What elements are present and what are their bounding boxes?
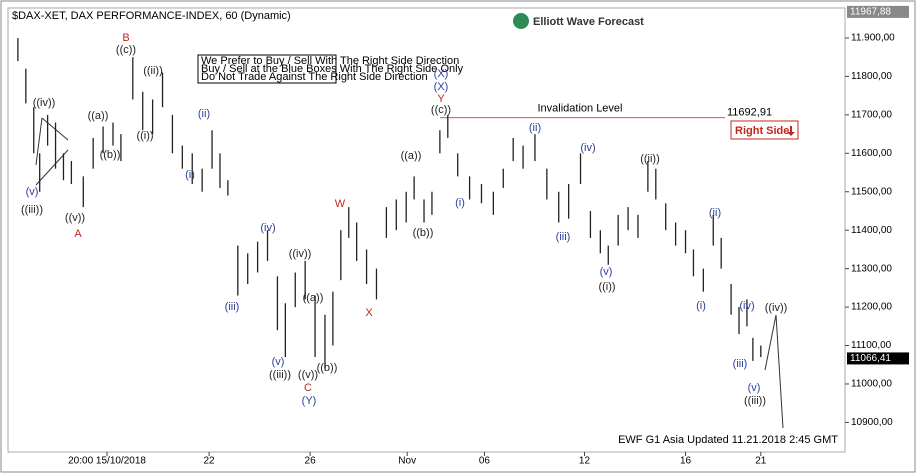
wave-label: (X) [434, 81, 449, 93]
wave-label: C [304, 382, 312, 394]
wave-label: (iii) [225, 301, 240, 313]
wave-label: (iv) [739, 300, 754, 312]
y-tick-label: 11100,00 [851, 340, 892, 351]
wave-label: ((iv)) [33, 97, 56, 109]
y-tick-label: 11800,00 [851, 71, 892, 82]
x-tick-label: 22 [204, 456, 216, 467]
wave-label: ((c)) [431, 104, 451, 116]
wave-label: ((b)) [413, 227, 434, 239]
wave-label: ((v)) [65, 212, 85, 224]
price-marker [847, 352, 909, 365]
wave-label: (iv) [260, 222, 275, 234]
wave-label: (iii) [556, 231, 571, 243]
x-tick-label: 16 [680, 456, 692, 467]
notice-line: Do Not Trade Against The Right Side Dire… [201, 71, 428, 83]
y-tick-label: 11600,00 [851, 148, 892, 159]
notice-line: We Prefer to Buy / Sell With The Right S… [201, 55, 459, 67]
y-tick-label: 11.900,00 [851, 33, 895, 44]
wave-label: ((a)) [303, 292, 324, 304]
x-tick-label: 26 [305, 456, 317, 467]
wave-label: X [365, 307, 373, 319]
y-tick-label: 11400,00 [851, 225, 892, 236]
wave-label: (v) [748, 382, 761, 394]
wave-label: ((a)) [88, 110, 109, 122]
down-arrow [787, 126, 795, 136]
x-tick-label: 12 [579, 456, 591, 467]
wave-label: ((i)) [136, 130, 153, 142]
brand: Elliott Wave Forecast [533, 16, 644, 28]
wave-label: ((ii)) [143, 65, 163, 77]
wave-label: ((a)) [401, 150, 422, 162]
wave-label: W [335, 198, 346, 210]
notice-line: Buy / Sell at the Blue Boxes With The Ri… [201, 63, 464, 75]
wave-label: ((iii)) [21, 204, 43, 216]
x-tick-label: 06 [479, 456, 491, 467]
y-tick-label: 11700,00 [851, 110, 892, 121]
y-tick-label: 10900,00 [851, 417, 893, 428]
side-button [730, 120, 799, 140]
logo-icon [513, 13, 529, 29]
wave-label: (ii) [198, 108, 210, 120]
wave-label: ((iv)) [765, 302, 788, 314]
wave-label: ((ii)) [640, 153, 660, 165]
wave-label: ((iii)) [744, 395, 766, 407]
wave-label: (ii) [709, 207, 721, 219]
wave-label: (v) [26, 186, 39, 198]
notice-box [197, 54, 337, 84]
wave-label: ((b)) [100, 149, 121, 161]
y-tick-label: 11500,00 [851, 186, 892, 197]
wave-label: (v) [272, 356, 285, 368]
wave-label: (X) [434, 68, 449, 80]
wave-label: ((i)) [598, 281, 615, 293]
x-tick-label: 21 [755, 456, 767, 467]
price-marker-label: 11967,88 [850, 7, 891, 18]
wave-label: (Y) [302, 395, 317, 407]
wave-label: (iv) [580, 142, 595, 154]
invalidation-text: Invalidation Level [537, 102, 622, 114]
wave-label: ((iii)) [269, 369, 291, 381]
wave-label: (i) [185, 169, 195, 181]
wave-label: ((b)) [317, 362, 338, 374]
side-button-label: Right Side [735, 125, 789, 137]
wave-label: (i) [696, 300, 706, 312]
x-tick-label: 20:00 15/10/2018 [68, 456, 146, 467]
wave-label: B [122, 32, 129, 44]
chart-title: $DAX-XET, DAX PERFORMANCE-INDEX, 60 (Dyn… [12, 10, 291, 22]
wave-label: (v) [600, 266, 613, 278]
wave-label: (ii) [529, 122, 541, 134]
price-marker [847, 5, 909, 18]
price-marker-label: 11066,41 [850, 353, 891, 364]
y-tick-label: 11000,00 [851, 379, 892, 390]
wave-label: A [74, 228, 82, 240]
wave-label: (iii) [733, 358, 748, 370]
wave-label: Y [437, 93, 445, 105]
wave-label: ((iv)) [289, 248, 312, 260]
wave-label: (i) [455, 197, 465, 209]
y-tick-label: 11300,00 [851, 263, 892, 274]
footer: EWF G1 Asia Updated 11.21.2018 2:45 GMT [618, 434, 838, 446]
invalidation-value: 11692,91 [727, 106, 772, 118]
wave-label: ((v)) [298, 369, 318, 381]
x-tick-label: Nov [398, 456, 416, 467]
y-tick-label: 11200,00 [851, 302, 892, 313]
wave-label: ((c)) [116, 44, 136, 56]
